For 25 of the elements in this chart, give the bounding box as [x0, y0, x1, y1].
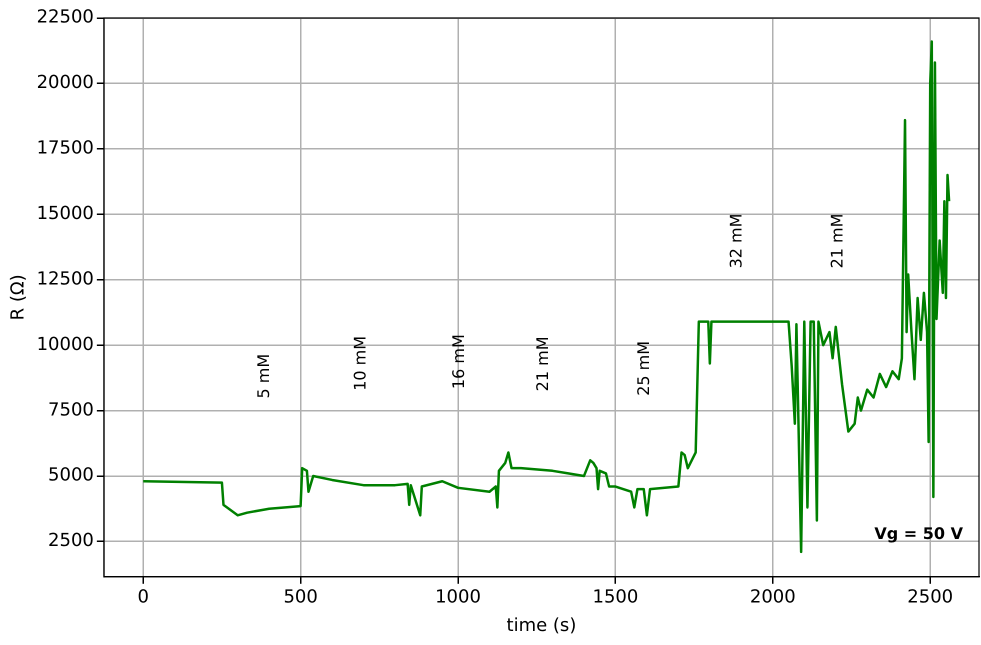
annotation: 32 mM: [726, 214, 746, 268]
x-axis-title: time (s): [506, 614, 576, 636]
x-tick-label: 0: [137, 586, 149, 608]
x-tick-label: 1500: [592, 586, 638, 608]
annotation: 16 mM: [449, 334, 468, 390]
x-tick-label: 2000: [750, 586, 796, 608]
y-tick-label: 12500: [36, 268, 94, 290]
y-tick-label: 5000: [48, 464, 94, 486]
y-tick-label: 10000: [36, 334, 94, 355]
x-tick-label: 1000: [435, 586, 481, 608]
annotation: 21 mM: [827, 214, 846, 268]
annotation: Vg = 50 V: [874, 524, 964, 543]
x-tick-label: 500: [283, 586, 318, 608]
y-tick-label: 17500: [36, 138, 94, 159]
y-tick-label: 15000: [36, 202, 94, 224]
y-axis-title: R (Ω): [7, 274, 28, 320]
y-tick-label: 22500: [36, 6, 94, 28]
annotation: 10 mM: [350, 336, 370, 391]
annotation: 21 mM: [533, 336, 552, 392]
y-tick-label: 2500: [48, 530, 94, 552]
x-tick-label: 2500: [907, 586, 954, 608]
y-tick-label: 20000: [36, 72, 94, 94]
y-tick-label: 7500: [48, 399, 94, 420]
annotation: 25 mM: [634, 340, 653, 396]
annotation: 5 mM: [254, 354, 274, 399]
